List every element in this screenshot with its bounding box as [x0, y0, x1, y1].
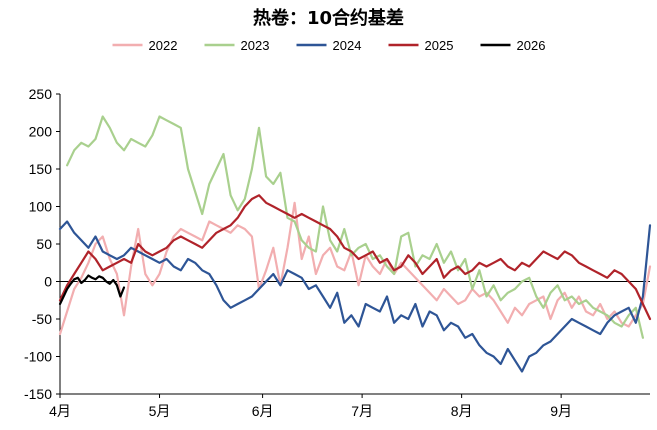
y-tick-label: 0: [44, 274, 52, 290]
series-line-2025: [58, 194, 652, 321]
series-line-2023: [65, 115, 645, 339]
x-tick-label: 4月: [49, 403, 71, 419]
legend-item-2024: 2024: [296, 38, 362, 53]
legend-label: 2022: [149, 38, 178, 53]
y-tick-label: 100: [29, 199, 53, 215]
y-tick-label: -100: [24, 349, 52, 365]
legend-item-2026: 2026: [480, 38, 546, 53]
legend-item-2023: 2023: [204, 38, 270, 53]
y-tick-label: 250: [29, 86, 53, 102]
legend-item-2025: 2025: [388, 38, 454, 53]
series-line-2024: [58, 220, 652, 373]
y-tick-label: 50: [36, 236, 52, 252]
y-tick-label: 150: [29, 161, 53, 177]
legend-label: 2026: [517, 38, 546, 53]
x-tick-label: 8月: [451, 403, 473, 419]
legend-label: 2025: [425, 38, 454, 53]
chart-axes: -150 -100 -50 0 50 100 150 200 250 4月 5月 6月 7月 8月 9月: [24, 86, 650, 419]
series-line-2026: [58, 274, 126, 306]
legend-label: 2024: [333, 38, 362, 53]
chart-title: 热卷：10合约基差: [252, 8, 405, 29]
y-tick-label: 200: [29, 124, 53, 140]
y-tick-label: -150: [24, 386, 52, 402]
chart-legend: 2022 2023 2024 2025 2026: [112, 38, 546, 53]
x-tick-label: 9月: [550, 403, 572, 419]
chart-plot-area: [58, 115, 652, 373]
x-tick-label: 7月: [351, 403, 373, 419]
x-tick-label: 6月: [252, 403, 274, 419]
legend-item-2022: 2022: [112, 38, 178, 53]
legend-label: 2023: [241, 38, 270, 53]
y-tick-label: -50: [32, 311, 52, 327]
series-line-2022: [58, 201, 652, 336]
x-tick-label: 5月: [149, 403, 171, 419]
